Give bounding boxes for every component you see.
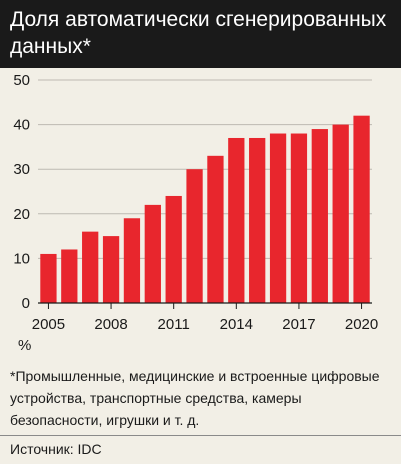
y-tick-label: 50 <box>13 72 30 89</box>
chart-area: 0 10 20 30 40 50 2005 2008 2011 2014 2017 2020 % <box>0 68 401 368</box>
bar-2016 <box>269 133 287 303</box>
bar-2015 <box>249 137 266 303</box>
bar-2020 <box>353 115 370 304</box>
bar-2007 <box>82 231 99 303</box>
bar-2017 <box>290 133 308 303</box>
y-tick-label: 10 <box>13 250 30 267</box>
y-tick-label: 0 <box>22 295 30 312</box>
divider <box>0 435 401 436</box>
chart-title: Доля автоматически сгенерированных данны… <box>10 8 387 58</box>
footnote: *Промышленные, медицинские и встроенные … <box>10 368 380 428</box>
bar-chart: 0 10 20 30 40 50 2005 2008 2011 2014 2017 2020 % <box>13 72 378 354</box>
x-axis-ticks: 2005 2008 2011 2014 2017 2020 <box>32 303 378 333</box>
bar-2005 <box>40 253 57 303</box>
y-axis-ticks: 0 10 20 30 40 50 <box>13 72 30 312</box>
y-axis-label: % <box>18 337 31 354</box>
bar-2012 <box>186 169 203 303</box>
bar-2008 <box>102 236 120 303</box>
header: Доля автоматически сгенерированных данны… <box>0 0 401 68</box>
x-tick-label: 2014 <box>220 316 253 333</box>
bar-2019 <box>332 124 349 303</box>
x-tick-label: 2011 <box>158 316 190 333</box>
bar-2006 <box>61 249 78 303</box>
bars <box>40 115 370 304</box>
y-tick-label: 40 <box>13 117 30 134</box>
y-tick-label: 30 <box>13 161 30 178</box>
bar-2011 <box>165 195 182 303</box>
x-tick-label: 2008 <box>94 316 127 333</box>
bar-2013 <box>207 155 224 303</box>
bar-2018 <box>311 129 328 303</box>
source-note: Источник: IDC <box>10 441 102 457</box>
y-tick-label: 20 <box>13 206 30 223</box>
x-tick-label: 2020 <box>345 316 378 333</box>
bar-2009 <box>123 218 141 303</box>
x-tick-label: 2005 <box>32 316 65 333</box>
x-tick-label: 2017 <box>282 316 315 333</box>
bar-2014 <box>228 137 245 303</box>
bar-2010 <box>144 204 161 303</box>
